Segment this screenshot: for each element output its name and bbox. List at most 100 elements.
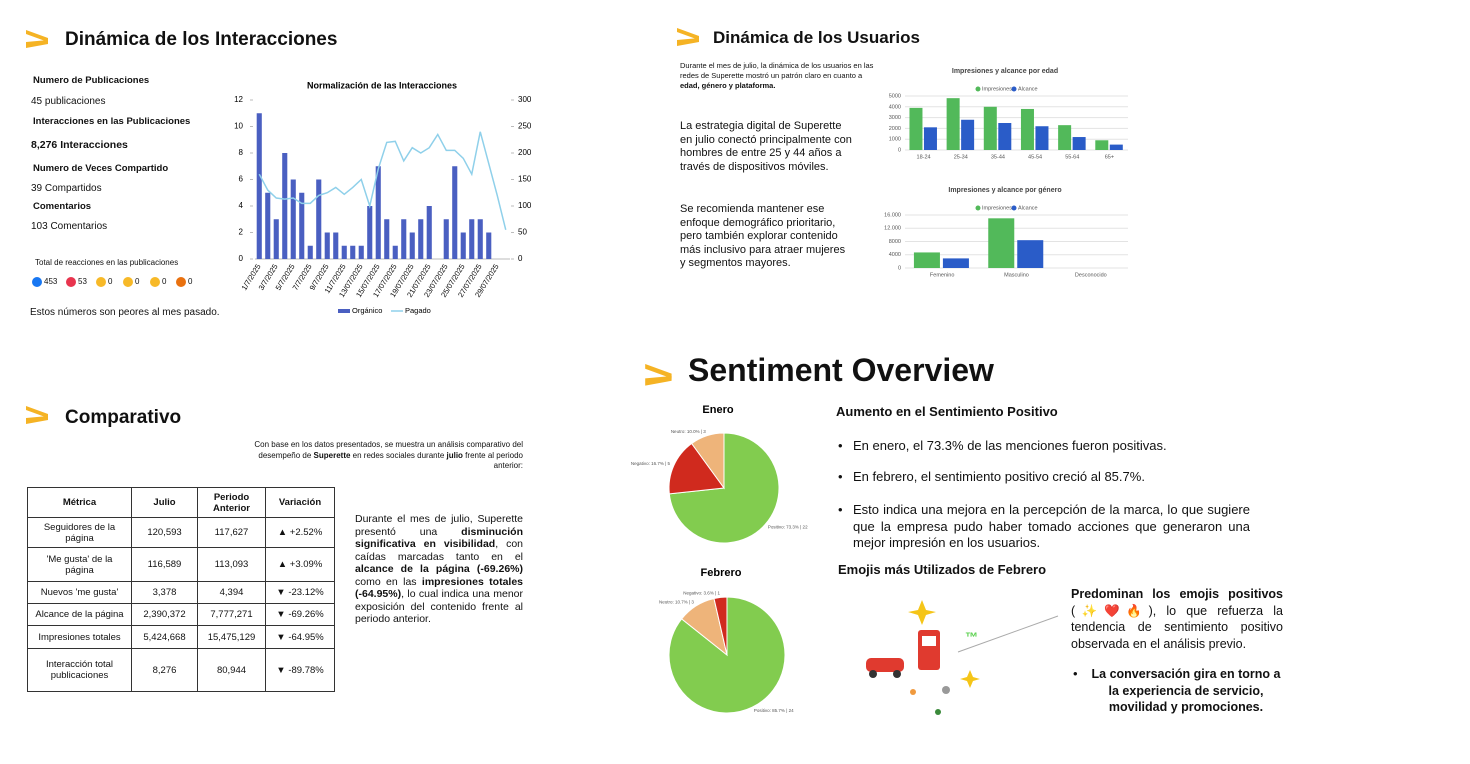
text-run: como en las [355, 575, 422, 588]
paragraph: La estrategia digital de Superette en ju… [680, 120, 852, 173]
cell: ▲ +3.09% [265, 547, 335, 582]
cell: 80,944 [197, 648, 266, 692]
bar [273, 219, 279, 259]
pie-slice [668, 442, 725, 495]
bullet: En enero, el 73.3% de las menciones fuer… [853, 438, 1167, 453]
bar [341, 245, 347, 259]
y-tick-label: 8 [239, 148, 244, 157]
text-run: edad, género y plataforma. [680, 81, 776, 90]
slice-label: Negativo: 3.6% | 1 [683, 591, 720, 596]
bullet: Esto indica una mejora en la percepción … [853, 502, 1250, 550]
y-tick-label: 0 [239, 254, 244, 263]
bar [983, 106, 997, 150]
bar [256, 113, 262, 259]
bar [469, 219, 475, 259]
bar [1020, 108, 1034, 150]
bar [409, 232, 415, 259]
stat-label: Interacciones en las Publicaciones [33, 116, 191, 127]
y2-tick-label: 50 [518, 228, 527, 237]
note: Estos números son peores al mes pasado. [30, 307, 220, 318]
y-tick-label: 4000 [889, 104, 901, 110]
text-run: Con base en los datos presentados, se mu… [254, 440, 523, 460]
y2-tick-label: 300 [518, 95, 532, 104]
cell: 2,390,372 [131, 603, 198, 626]
cell: 'Me gusta' de la página [27, 547, 132, 582]
section-title: Comparativo [65, 407, 182, 428]
bar [452, 166, 458, 259]
line [258, 131, 507, 231]
bar [1017, 240, 1044, 268]
text-run: impresiones totales (-64.95%) [355, 575, 523, 601]
y-tick-label: 2 [239, 228, 244, 237]
cell: 113,093 [197, 547, 266, 582]
table-row: Métrica Julio Periodo Anterior Variación [27, 487, 335, 518]
cell: ▼ -89.78% [265, 648, 335, 692]
legend-label: Impresiones [982, 86, 1012, 92]
y2-tick-label: 150 [518, 175, 532, 184]
pie-slice [713, 596, 728, 656]
cell: 4,394 [197, 581, 266, 604]
x-tick-label: Femenino [930, 272, 954, 278]
reaction-icons [32, 277, 186, 287]
chart-title: Enero [702, 404, 733, 416]
y-tick-label: 12 [234, 95, 243, 104]
text-run: (✨❤️🔥), lo que refuerza la tendencia de … [1071, 603, 1283, 651]
bar [460, 232, 466, 259]
section-title: Dinámica de los Usuarios [713, 28, 920, 47]
x-tick-label: Masculino [1004, 272, 1029, 278]
table-row: Alcance de la página 2,390,372 7,777,271 ▼ … [27, 603, 335, 626]
legend-label: Alcance [1018, 205, 1038, 211]
bar [324, 232, 330, 259]
text-run: , con caídas marcadas tanto en el [355, 538, 524, 563]
table-row: 'Me gusta' de la página 116,589 113,093 ▲ +… [27, 547, 335, 582]
text-run: frente al periodo anterior: [462, 450, 523, 471]
cell: Seguidores de la página [27, 517, 132, 548]
cell: 3,378 [131, 581, 198, 604]
cell: ▲ +2.52% [265, 517, 335, 548]
bar [477, 219, 483, 259]
bar [1035, 126, 1049, 150]
cell: 5,424,668 [131, 625, 198, 649]
legend-swatch [975, 86, 981, 92]
bullet-dot: • [838, 469, 843, 484]
bar [443, 219, 449, 259]
legend-label: Alcance [1018, 86, 1038, 92]
stat-label: Numero de Veces Compartido [33, 163, 169, 174]
cell: 8,276 [131, 648, 198, 692]
slice-label: Neutro: 10.7% | 3 [659, 600, 694, 605]
svg-text:™: ™ [965, 629, 978, 644]
bar [1072, 137, 1086, 150]
x-tick-label: 35-44 [991, 154, 1005, 160]
chart-title: Impresiones y alcance por género [948, 187, 1061, 194]
bar [1109, 144, 1123, 150]
y-tick-label: 2000 [889, 126, 901, 132]
stat-value: 45 publicaciones [31, 96, 106, 107]
y-tick-label: 3000 [889, 115, 901, 121]
chart-title: Febrero [701, 567, 742, 579]
bar [923, 127, 937, 150]
bar [367, 206, 373, 259]
y-tick-label: 12.000 [884, 226, 901, 232]
bullet: La conversación gira en torno a la exper… [1091, 667, 1281, 714]
bar [401, 219, 407, 259]
legend-label: Pagado [405, 306, 431, 315]
text-run: Superette [313, 450, 351, 460]
cell: 15,475,129 [197, 625, 266, 649]
bullet-dot: • [838, 438, 843, 453]
slice-label: Positivo: 73.3% | 22 [768, 525, 808, 530]
x-tick-label: 18-24 [917, 154, 931, 160]
comparison-table: Métrica Julio Periodo Anterior Variación Seg… [27, 487, 335, 692]
header-cell: Julio [131, 487, 198, 518]
text-run: disminución significativa en visibilidad [355, 525, 523, 551]
cell: 7,777,271 [197, 603, 266, 626]
chart-title: Impresiones y alcance por edad [952, 68, 1058, 75]
y2-tick-label: 0 [518, 254, 523, 263]
x-tick-label: Desconocido [1075, 272, 1107, 278]
bar [1058, 125, 1072, 150]
y-tick-label: 1000 [889, 137, 901, 143]
heading: Emojis más Utilizados de Febrero [838, 562, 1047, 577]
y2-tick-label: 200 [518, 148, 532, 157]
bar [307, 245, 313, 259]
bar [384, 219, 390, 259]
